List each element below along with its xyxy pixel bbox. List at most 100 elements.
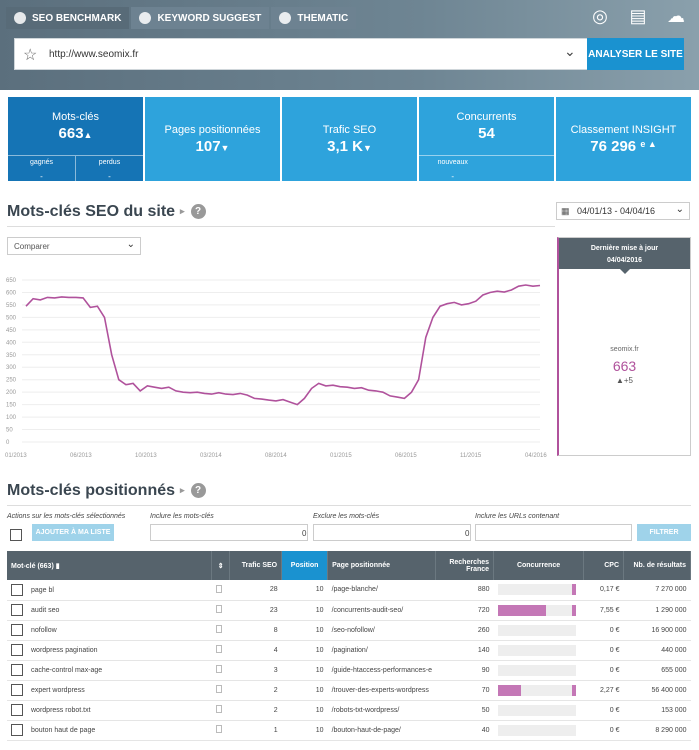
- kpi-row: Mots-clés 663▲ gagnés - perdus - Pages posi…: [8, 97, 691, 181]
- searches-cell: 90: [435, 660, 494, 681]
- searches-cell: 720: [435, 600, 494, 621]
- competition-marker: [571, 584, 576, 596]
- kpi-trafic-seo[interactable]: Trafic SEO 3,1 K▼: [282, 97, 417, 181]
- competition-bar: [497, 604, 576, 616]
- col-competition[interactable]: Concurrence: [493, 551, 585, 580]
- calendar-icon: ▦: [561, 206, 570, 216]
- page-icon[interactable]: [211, 720, 230, 741]
- gauge-icon: [14, 12, 26, 24]
- include-urls-input[interactable]: [475, 524, 632, 541]
- table-row[interactable]: audit seo 23 10/concurrents-audit-seo/720 7…: [7, 600, 691, 621]
- page-icon[interactable]: [211, 580, 230, 601]
- searches-cell: 260: [435, 620, 494, 641]
- table-row[interactable]: cache-control max-age 3 10/guide-htaccess-…: [7, 660, 691, 681]
- competition-fill: [497, 684, 521, 696]
- y-tick-label: 600: [6, 290, 17, 296]
- page-icon[interactable]: [211, 700, 230, 721]
- table-row[interactable]: expert wordpress 2 10/trouver-des-experts-…: [7, 680, 691, 701]
- page-cell[interactable]: /bouton-haut-de-page/: [327, 720, 436, 741]
- col-searches[interactable]: Recherches France: [435, 551, 495, 580]
- tab-keyword-suggest[interactable]: KEYWORD SUGGEST: [131, 7, 270, 29]
- tab-thematic[interactable]: THEMATIC: [271, 7, 357, 29]
- sort-icon[interactable]: ⇕: [211, 551, 231, 580]
- page-icon[interactable]: [211, 620, 230, 641]
- page-cell[interactable]: /concurrents-audit-seo/: [327, 600, 436, 621]
- kpi-mots-cles[interactable]: Mots-clés 663▲ gagnés - perdus -: [8, 97, 143, 181]
- date-range-picker[interactable]: ▦ 04/01/13 - 04/04/16 ⌄: [556, 202, 690, 220]
- results-cell: 16 900 000: [623, 620, 691, 641]
- row-checkbox[interactable]: [11, 624, 23, 636]
- url-input[interactable]: [49, 43, 549, 65]
- analyse-button[interactable]: ANALYSER LE SITE: [587, 38, 684, 70]
- row-checkbox[interactable]: [11, 664, 23, 676]
- col-page[interactable]: Page positionnée: [327, 551, 437, 580]
- page-icon[interactable]: [211, 600, 230, 621]
- results-cell: 7 270 000: [623, 580, 691, 601]
- help-icon[interactable]: ?: [190, 204, 206, 219]
- page-cell[interactable]: /trouver-des-experts-wordpress: [327, 680, 436, 701]
- col-results[interactable]: Nb. de résultats: [623, 551, 691, 580]
- star-icon[interactable]: ☆: [23, 47, 38, 64]
- cpc-cell: 7,55 €: [583, 600, 624, 621]
- page-icon[interactable]: [211, 640, 230, 661]
- cloud-download-icon[interactable]: ☁: [667, 5, 685, 26]
- document-icon[interactable]: ▮: [55, 562, 60, 570]
- keyword-cell[interactable]: audit seo: [7, 600, 212, 621]
- page-cell[interactable]: /seo-nofollow/: [327, 620, 436, 641]
- col-keyword[interactable]: Mot-clé (663) ▮: [7, 551, 213, 580]
- keyword-cell[interactable]: cache-control max-age: [7, 660, 212, 681]
- keyword-cell[interactable]: expert wordpress: [7, 680, 212, 701]
- chevron-down-icon[interactable]: ⌄: [564, 43, 576, 59]
- add-to-list-button[interactable]: AJOUTER À MA LISTE: [32, 524, 114, 541]
- competition-bar: [497, 664, 576, 676]
- row-checkbox[interactable]: [11, 704, 23, 716]
- page-icon[interactable]: [211, 680, 230, 701]
- results-cell: 56 400 000: [623, 680, 691, 701]
- keyword-cell[interactable]: bouton haut de page: [7, 720, 212, 741]
- row-checkbox[interactable]: [11, 644, 23, 656]
- page-cell[interactable]: /pagination/: [327, 640, 436, 661]
- row-checkbox[interactable]: [11, 724, 23, 736]
- keyword-cell[interactable]: wordpress robot.txt: [7, 700, 212, 721]
- cpc-cell: 0 €: [583, 720, 624, 741]
- col-traffic[interactable]: Trafic SEO: [229, 551, 283, 580]
- chevron-down-icon: ⌄: [126, 239, 135, 250]
- page-cell[interactable]: /page-blanche/: [327, 580, 436, 601]
- select-all-checkbox[interactable]: [10, 529, 22, 541]
- help-icon[interactable]: ?: [190, 483, 206, 498]
- kpi-pages-positionnees[interactable]: Pages positionnées 107▼: [145, 97, 280, 181]
- table-row[interactable]: wordpress pagination 4 10/pagination/140 0 …: [7, 640, 691, 661]
- table-row[interactable]: nofollow 8 10/seo-nofollow/260 0 €16 900 00…: [7, 620, 691, 641]
- compare-select[interactable]: Comparer ⌄: [7, 237, 141, 255]
- kpi-concurrents[interactable]: Concurrents 54 nouveaux -: [419, 97, 554, 181]
- y-tick-label: 100: [6, 415, 17, 421]
- page-icon[interactable]: [211, 660, 230, 681]
- x-tick-label: 04/2016: [525, 453, 547, 459]
- table-row[interactable]: wordpress robot.txt 2 10/robots-txt-wordpr…: [7, 700, 691, 721]
- row-checkbox[interactable]: [11, 583, 23, 596]
- competition-cell: [493, 660, 584, 681]
- row-checkbox[interactable]: [11, 684, 23, 696]
- competition-marker: [571, 604, 576, 616]
- table-row[interactable]: page bl 28 10/page-blanche/880 0,17 €7 270 …: [7, 580, 691, 601]
- table-row[interactable]: bouton haut de page 1 10/bouton-haut-de-pa…: [7, 720, 691, 741]
- results-cell: 440 000: [623, 640, 691, 661]
- kpi-classement-insight[interactable]: Classement INSIGHT 76 296 e ▲: [556, 97, 691, 181]
- page-cell[interactable]: /robots-txt-wordpress/: [327, 700, 436, 721]
- col-position[interactable]: Position: [281, 551, 329, 580]
- target-icon[interactable]: ◎: [592, 5, 608, 26]
- competition-cell: [493, 680, 584, 701]
- tab-seo-benchmark[interactable]: SEO BENCHMARK: [6, 7, 130, 29]
- include-keywords-input[interactable]: [150, 524, 308, 541]
- keyword-cell[interactable]: page bl: [7, 580, 212, 601]
- keyword-cell[interactable]: nofollow: [7, 620, 212, 641]
- col-cpc[interactable]: CPC: [583, 551, 624, 580]
- exclude-keywords-input[interactable]: [313, 524, 471, 541]
- filter-button[interactable]: FILTRER: [637, 524, 691, 541]
- y-tick-label: 150: [6, 403, 17, 409]
- keyword-cell[interactable]: wordpress pagination: [7, 640, 212, 661]
- clipboard-icon[interactable]: ▤: [629, 5, 647, 26]
- row-checkbox[interactable]: [11, 604, 23, 616]
- last-update-panel: Dernière mise à jour 04/04/2016 seomix.fr…: [557, 237, 691, 456]
- page-cell[interactable]: /guide-htaccess-performances-e: [327, 660, 436, 681]
